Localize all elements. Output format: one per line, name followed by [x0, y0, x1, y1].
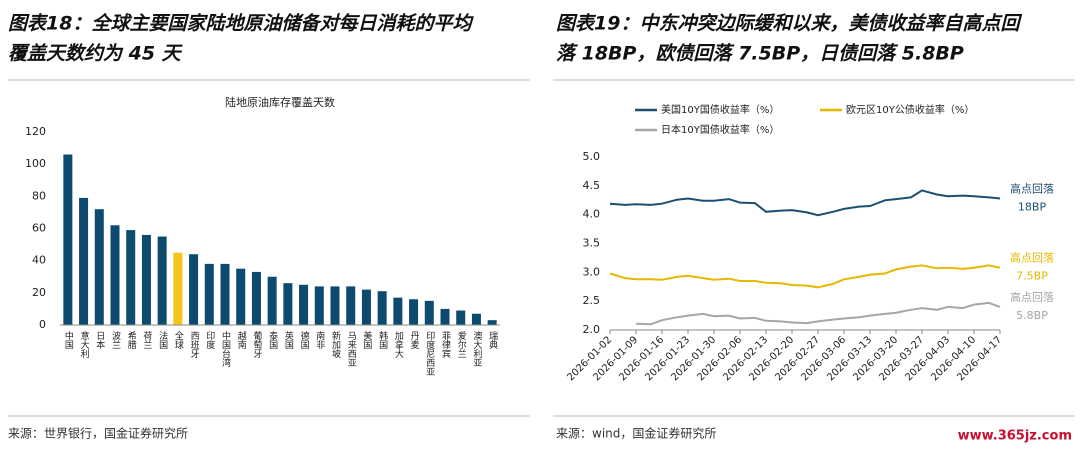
annotation: 高点回落: [1010, 182, 1054, 196]
x-tick-label: 印度尼西亚: [424, 330, 435, 376]
bar: [79, 197, 89, 325]
chart-title: 陆地原油库存覆盖天数: [225, 95, 335, 109]
y-tick-label: 5.0: [583, 150, 601, 163]
bar: [456, 310, 466, 325]
heading: 图表18：全球主要国家陆地原油储备对每日消耗的平均: [8, 13, 474, 35]
y-tick-label: 4.0: [583, 208, 601, 221]
x-tick-label: 韩国: [377, 330, 388, 350]
x-tick-label: 马来西亚: [346, 331, 357, 367]
legend-label: 美国10Y国债收益率（%）: [661, 103, 779, 116]
x-tick-label: 菲律宾: [440, 330, 451, 359]
annotation: 18BP: [1018, 201, 1047, 214]
x-tick-label: 加拿大: [393, 331, 404, 359]
bar: [236, 268, 246, 325]
bar: [173, 252, 183, 325]
bar: [330, 286, 340, 325]
bar: [393, 297, 403, 325]
y-tick-label: 2.5: [583, 294, 601, 307]
bar: [94, 209, 104, 325]
series-line: [609, 264, 1001, 289]
bar: [283, 283, 293, 325]
y-tick-label: 2.0: [583, 323, 601, 336]
series-line: [609, 189, 1001, 217]
y-tick-label: 120: [25, 125, 46, 138]
x-tick-label: 南非: [314, 330, 325, 350]
x-tick-label: 新加坡: [330, 330, 341, 359]
bar: [126, 230, 136, 325]
x-tick-label: 葡萄牙: [251, 330, 262, 359]
watermark: www.365jz.com: [958, 429, 1072, 444]
x-tick-label: 荷兰: [141, 331, 152, 349]
x-tick-label: 西班牙: [189, 331, 200, 359]
x-tick-label: 中国: [63, 330, 74, 350]
x-tick-label: 美国: [361, 330, 372, 350]
bar: [299, 284, 309, 325]
x-tick-label: 希腊: [126, 330, 137, 350]
x-tick-label: 英国: [283, 330, 294, 350]
heading: 落 18BP，欧债回落 7.5BP，日债回落 5.8BP: [556, 43, 964, 65]
x-tick-label: 意大利: [79, 330, 90, 358]
bar: [440, 308, 450, 325]
source: 来源：世界银行，国金证券研究所: [8, 426, 188, 441]
bar: [141, 234, 151, 325]
y-tick-label: 4.5: [583, 179, 601, 192]
bar: [346, 286, 356, 325]
y-tick-label: 80: [32, 189, 46, 202]
x-tick-label: 爱尔兰: [456, 331, 467, 358]
source: 来源：wind，国金证券研究所: [556, 426, 716, 441]
heading: 覆盖天数约为 45 天: [8, 43, 184, 65]
x-tick-label: 日本: [94, 331, 105, 350]
x-tick-label: 印度: [204, 330, 215, 350]
bar: [409, 299, 419, 325]
x-tick-label: 波兰: [110, 330, 121, 349]
bar: [220, 263, 230, 325]
annotation: 7.5BP: [1016, 270, 1048, 283]
bar: [63, 154, 73, 325]
legend-label: 欧元区10Y公债收益率（%）: [846, 103, 974, 116]
annotation: 5.8BP: [1016, 309, 1048, 322]
y-tick-label: 60: [32, 222, 46, 235]
y-tick-label: 0: [39, 318, 46, 331]
bar: [424, 300, 434, 325]
annotation: 高点回落: [1010, 290, 1054, 304]
bar: [189, 254, 199, 325]
bar: [471, 313, 481, 325]
y-tick-label: 3.5: [583, 237, 601, 250]
x-tick-label: 瑞典: [487, 330, 498, 350]
y-tick-label: 20: [32, 286, 46, 299]
x-tick-label: 全球: [173, 330, 184, 349]
x-tick-label: 越南: [236, 330, 247, 349]
annotation: 高点回落: [1010, 251, 1054, 265]
y-tick-label: 100: [25, 157, 46, 170]
bar: [157, 236, 167, 325]
legend-label: 日本10Y国债收益率（%）: [661, 123, 779, 136]
bar: [314, 286, 324, 325]
bar: [110, 225, 120, 325]
x-tick-label: 法国: [157, 330, 168, 350]
bar: [487, 320, 497, 325]
x-tick-label: 德国: [299, 330, 310, 350]
bar: [267, 276, 277, 325]
bar: [361, 289, 371, 325]
bar: [377, 291, 387, 325]
bar: [251, 271, 261, 325]
x-tick-label: 中国台湾: [220, 330, 231, 368]
series-line: [635, 301, 1001, 326]
x-tick-label: 丹麦: [409, 331, 420, 350]
x-tick-label: 澳大利亚: [471, 330, 482, 367]
y-tick-label: 3.0: [583, 265, 601, 278]
x-tick-label: 泰国: [267, 330, 278, 350]
y-tick-label: 40: [32, 254, 46, 267]
heading: 图表19：中东冲突边际缓和以来，美债收益率自高点回: [556, 13, 1022, 35]
bar: [204, 263, 214, 325]
